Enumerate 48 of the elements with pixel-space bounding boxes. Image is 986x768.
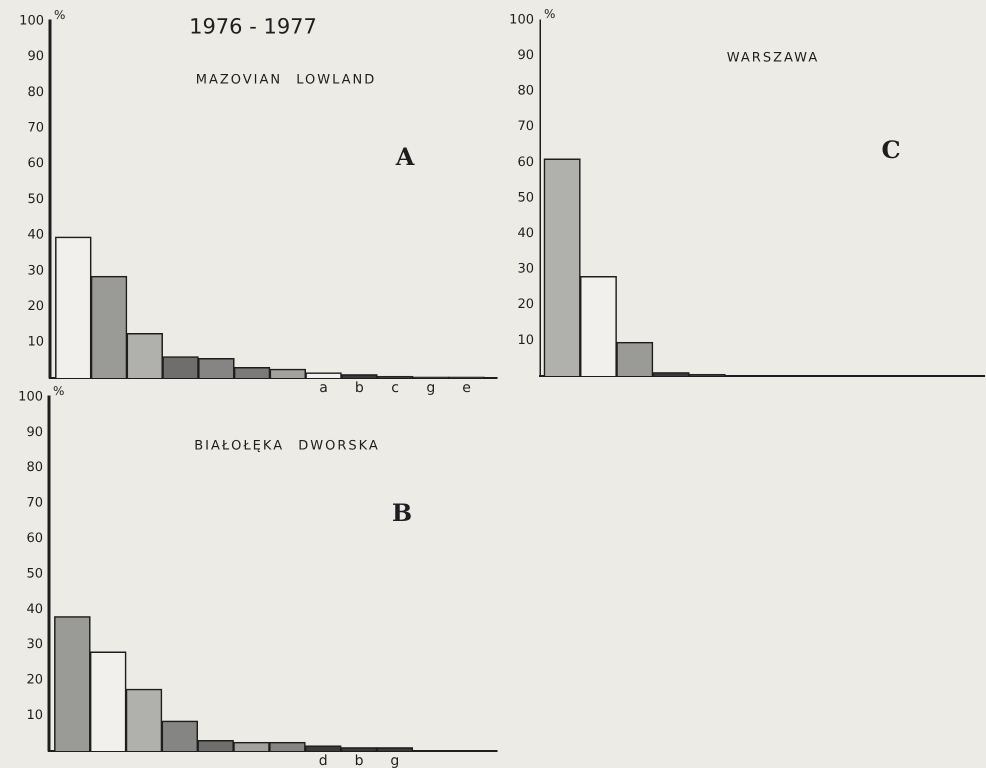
x-tick-label: e xyxy=(462,380,471,396)
annotation: A xyxy=(396,142,414,171)
y-tick-label: 50 xyxy=(26,566,43,582)
text: BIAŁOŁĘKA DWORSKA xyxy=(194,438,380,454)
text: WARSZAWA xyxy=(726,50,820,66)
chart-title: 1976 - 1977 xyxy=(189,14,317,38)
y-tick-label: 80 xyxy=(26,460,43,476)
y-tick-label: 20 xyxy=(27,298,44,314)
x-tick-label: d xyxy=(318,753,328,768)
x-tick-label: g xyxy=(390,753,400,768)
y-tick-label: 100 xyxy=(509,12,534,28)
y-tick-label: 100 xyxy=(18,389,43,404)
y-tick-label: 10 xyxy=(26,708,43,723)
x-tick-label: c xyxy=(391,380,399,396)
y-tick-label: 90 xyxy=(27,49,44,64)
y-tick-label: 30 xyxy=(517,262,534,277)
y-tick-label: 60 xyxy=(26,530,43,546)
y-axis-title: % xyxy=(54,8,66,22)
y-tick-label: 20 xyxy=(26,672,43,688)
y-tick-label: 40 xyxy=(517,226,534,241)
y-tick-label: 90 xyxy=(26,424,43,440)
y-tick-label: 30 xyxy=(26,637,43,652)
y-axis-title: % xyxy=(53,384,64,398)
y-tick-label: 70 xyxy=(517,119,534,134)
x-tick-label: g xyxy=(426,380,436,396)
annotation: B xyxy=(392,498,412,527)
y-tick-label: 90 xyxy=(517,48,534,63)
x-tick-label: b xyxy=(354,753,364,768)
y-tick-label: 40 xyxy=(26,602,43,617)
x-tick-label: b xyxy=(354,380,364,396)
x-tick-label: a xyxy=(319,380,328,396)
y-tick-label: 70 xyxy=(27,120,44,136)
y-tick-label: 20 xyxy=(517,297,534,312)
y-tick-label: 10 xyxy=(27,334,44,350)
y-tick-label: 10 xyxy=(517,332,534,348)
y-tick-label: 60 xyxy=(27,156,44,172)
text: MAZOVIAN LOWLAND xyxy=(196,72,376,88)
y-tick-label: 50 xyxy=(27,192,44,207)
y-tick-label: 30 xyxy=(27,263,44,278)
y-tick-label: 80 xyxy=(27,84,44,100)
y-tick-label: 70 xyxy=(26,496,43,511)
y-axis-title: % xyxy=(544,7,556,21)
y-tick-label: 100 xyxy=(19,13,44,28)
y-tick-label: 80 xyxy=(517,84,534,99)
text: C xyxy=(881,135,901,164)
y-tick-label: 50 xyxy=(517,190,534,206)
y-tick-label: 60 xyxy=(517,154,534,170)
y-tick-label: 40 xyxy=(27,228,44,243)
